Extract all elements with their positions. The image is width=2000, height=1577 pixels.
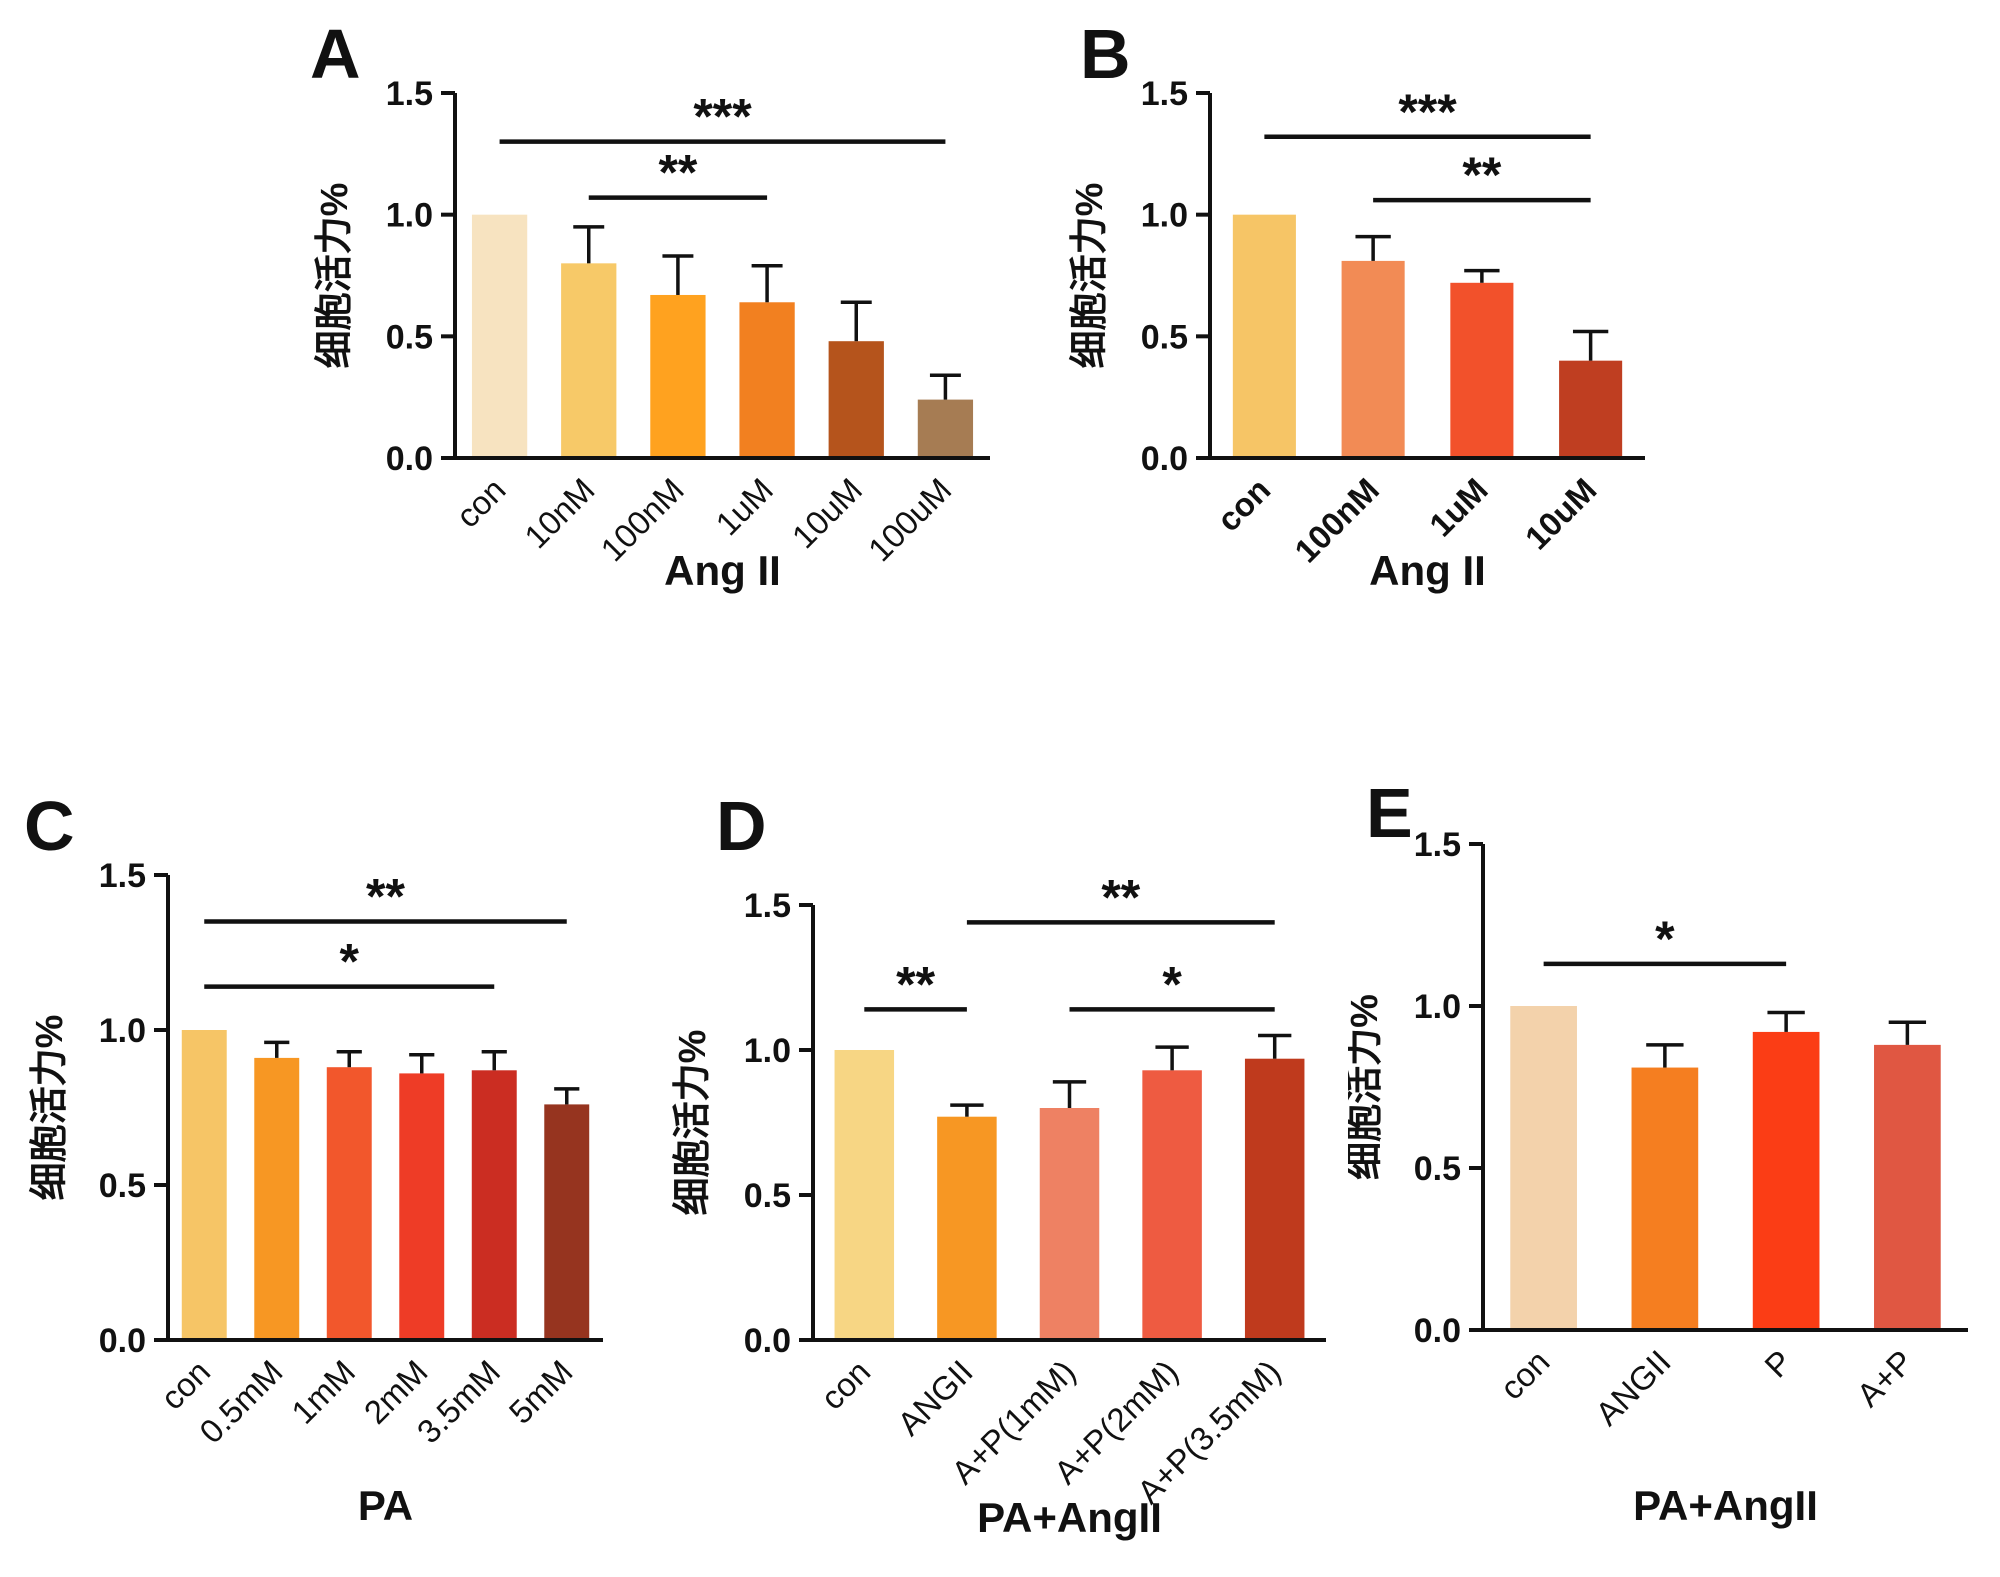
significance-label: **	[658, 145, 697, 201]
bar-P	[1752, 1031, 1820, 1330]
significance-label: *	[340, 934, 360, 990]
y-axis-title: 细胞活力%	[1069, 183, 1111, 369]
bar-ANGII	[937, 1116, 997, 1340]
x-axis-title: Ang II	[1369, 547, 1486, 594]
bar-con	[834, 1050, 895, 1340]
y-tick-label: 1.5	[744, 887, 791, 925]
y-tick-label: 0.5	[1414, 1150, 1461, 1188]
x-tick-label: con	[153, 1353, 217, 1417]
x-tick-label: 1uM	[708, 471, 780, 543]
x-tick-label: ANGII	[890, 1353, 980, 1443]
bar-con	[471, 214, 528, 458]
bar-100uM	[917, 399, 974, 458]
significance-label: *	[1162, 956, 1182, 1012]
significance-label: *	[1655, 911, 1675, 967]
bar-A+P(2mM)	[1142, 1070, 1202, 1340]
panel-e-chart: E 0.0 0.5 1.0 1.5 con ANGII P A+P 细胞活力% PA+AngII *	[1348, 774, 1968, 1529]
y-tick-label: 1.5	[1414, 826, 1461, 864]
bar-10uM	[1559, 360, 1623, 458]
bar-A+P(3.5mM)	[1244, 1058, 1305, 1340]
y-tick-label: 0.0	[99, 1322, 146, 1360]
panel-letter: B	[1080, 15, 1131, 93]
bar-con	[181, 1030, 227, 1340]
bar-ANGII	[1631, 1067, 1699, 1330]
significance-label: ***	[693, 89, 752, 145]
x-tick-label: 0.5mM	[192, 1353, 289, 1450]
y-tick-label: 0.0	[744, 1322, 791, 1360]
y-tick-label: 0.0	[386, 440, 433, 478]
x-tick-label: 3.5mM	[410, 1353, 507, 1450]
x-tick-label: P	[1757, 1343, 1799, 1385]
y-tick-label: 1.0	[744, 1032, 791, 1070]
x-tick-label: con	[813, 1353, 877, 1417]
bar-con	[1510, 1006, 1577, 1330]
x-tick-label: A+P	[1849, 1343, 1920, 1414]
significance-label: **	[1462, 147, 1501, 203]
significance-label: **	[896, 956, 935, 1012]
bar-2mM	[399, 1073, 445, 1340]
bar-con	[1232, 214, 1296, 458]
x-tick-label: con	[449, 471, 513, 535]
panel-letter: D	[716, 787, 767, 865]
bar-1mM	[326, 1067, 372, 1340]
bar-3.5mM	[471, 1070, 517, 1340]
y-tick-label: 0.5	[99, 1167, 146, 1205]
y-tick-label: 0.0	[1414, 1312, 1461, 1350]
y-tick-label: 0.5	[744, 1177, 791, 1215]
bar-1uM	[739, 302, 795, 458]
y-axis-title: 细胞活力%	[29, 1015, 71, 1201]
bar-A+P(1mM)	[1039, 1108, 1100, 1340]
x-axis-title: PA+AngII	[977, 1494, 1162, 1541]
y-axis-title: 细胞活力%	[672, 1030, 714, 1216]
x-tick-label: con	[1210, 471, 1278, 539]
y-tick-label: 1.0	[99, 1012, 146, 1050]
y-tick-label: 1.0	[1414, 988, 1461, 1026]
y-tick-label: 1.0	[386, 197, 433, 235]
x-tick-label: 1uM	[1422, 471, 1495, 544]
x-tick-label: ANGII	[1588, 1343, 1678, 1433]
bar-100nM	[1341, 260, 1405, 458]
x-axis-title: Ang II	[664, 547, 781, 594]
panel-letter: C	[24, 787, 75, 865]
bar-A+P	[1874, 1044, 1941, 1330]
x-axis-title: PA	[358, 1482, 413, 1529]
bar-1uM	[1450, 282, 1514, 458]
bar-10uM	[828, 341, 884, 458]
significance-label: **	[366, 869, 405, 925]
panel-letter: A	[310, 15, 361, 93]
y-tick-label: 0.5	[386, 318, 433, 356]
y-tick-label: 1.0	[1141, 197, 1188, 235]
panel-c-chart: C0.00.51.01.5con0.5mM1mM2mM3.5mM5mM细胞活力%…	[24, 787, 603, 1529]
x-tick-label: 10uM	[785, 471, 870, 556]
y-axis-title: 细胞活力%	[314, 183, 356, 369]
y-axis-title: 细胞活力%	[1348, 994, 1386, 1180]
x-tick-label: 5mM	[502, 1353, 580, 1431]
bar-5mM	[544, 1104, 590, 1340]
bar-100nM	[650, 294, 706, 458]
bar-0.5mM	[254, 1057, 300, 1340]
bar-10nM	[561, 263, 617, 458]
x-tick-label: 100uM	[861, 471, 959, 569]
significance-label: ***	[1398, 84, 1457, 140]
x-tick-label: con	[1493, 1343, 1557, 1407]
y-tick-label: 0.0	[1141, 440, 1188, 478]
x-axis-title: PA+AngII	[1633, 1482, 1818, 1529]
y-tick-label: 1.5	[99, 857, 146, 895]
y-tick-label: 1.5	[386, 75, 433, 113]
panel-letter: E	[1366, 774, 1413, 852]
y-tick-label: 0.5	[1141, 318, 1188, 356]
significance-label: **	[1101, 869, 1140, 925]
x-tick-label: 10uM	[1518, 471, 1604, 557]
x-tick-label: 10nM	[517, 471, 602, 556]
x-tick-label: 1mM	[284, 1353, 362, 1431]
y-tick-label: 1.5	[1141, 75, 1188, 113]
